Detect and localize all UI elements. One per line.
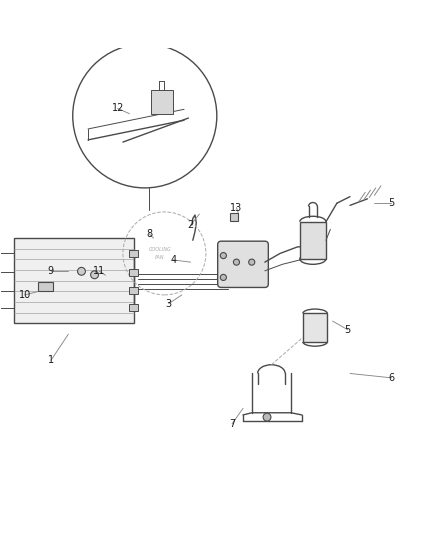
- Circle shape: [220, 253, 226, 259]
- Circle shape: [263, 413, 271, 421]
- Bar: [130, 304, 138, 311]
- Circle shape: [78, 268, 85, 275]
- Bar: [130, 250, 138, 257]
- Text: 8: 8: [146, 229, 152, 239]
- Text: 2: 2: [187, 220, 194, 230]
- Text: 4: 4: [170, 255, 176, 265]
- Bar: [14, 238, 134, 323]
- Text: 7: 7: [229, 419, 235, 429]
- Bar: [151, 90, 173, 114]
- Bar: [130, 287, 138, 294]
- Circle shape: [249, 259, 255, 265]
- Text: 11: 11: [93, 266, 105, 276]
- Text: FAN: FAN: [155, 255, 165, 260]
- Bar: [300, 222, 326, 259]
- FancyBboxPatch shape: [218, 241, 268, 287]
- Circle shape: [233, 259, 240, 265]
- Text: 9: 9: [48, 266, 54, 276]
- Bar: [38, 282, 53, 290]
- Text: 12: 12: [112, 103, 124, 114]
- Text: 10: 10: [18, 290, 31, 300]
- Text: 6: 6: [389, 373, 395, 383]
- Circle shape: [91, 271, 99, 279]
- Text: 3: 3: [166, 298, 172, 309]
- Bar: [303, 313, 327, 342]
- Text: COOLING: COOLING: [148, 247, 171, 252]
- Text: 5: 5: [389, 198, 395, 208]
- Text: 5: 5: [345, 325, 351, 335]
- Circle shape: [220, 274, 226, 280]
- Bar: [230, 213, 238, 221]
- Text: 13: 13: [230, 203, 243, 213]
- Text: 1: 1: [48, 356, 54, 365]
- Bar: [130, 269, 138, 276]
